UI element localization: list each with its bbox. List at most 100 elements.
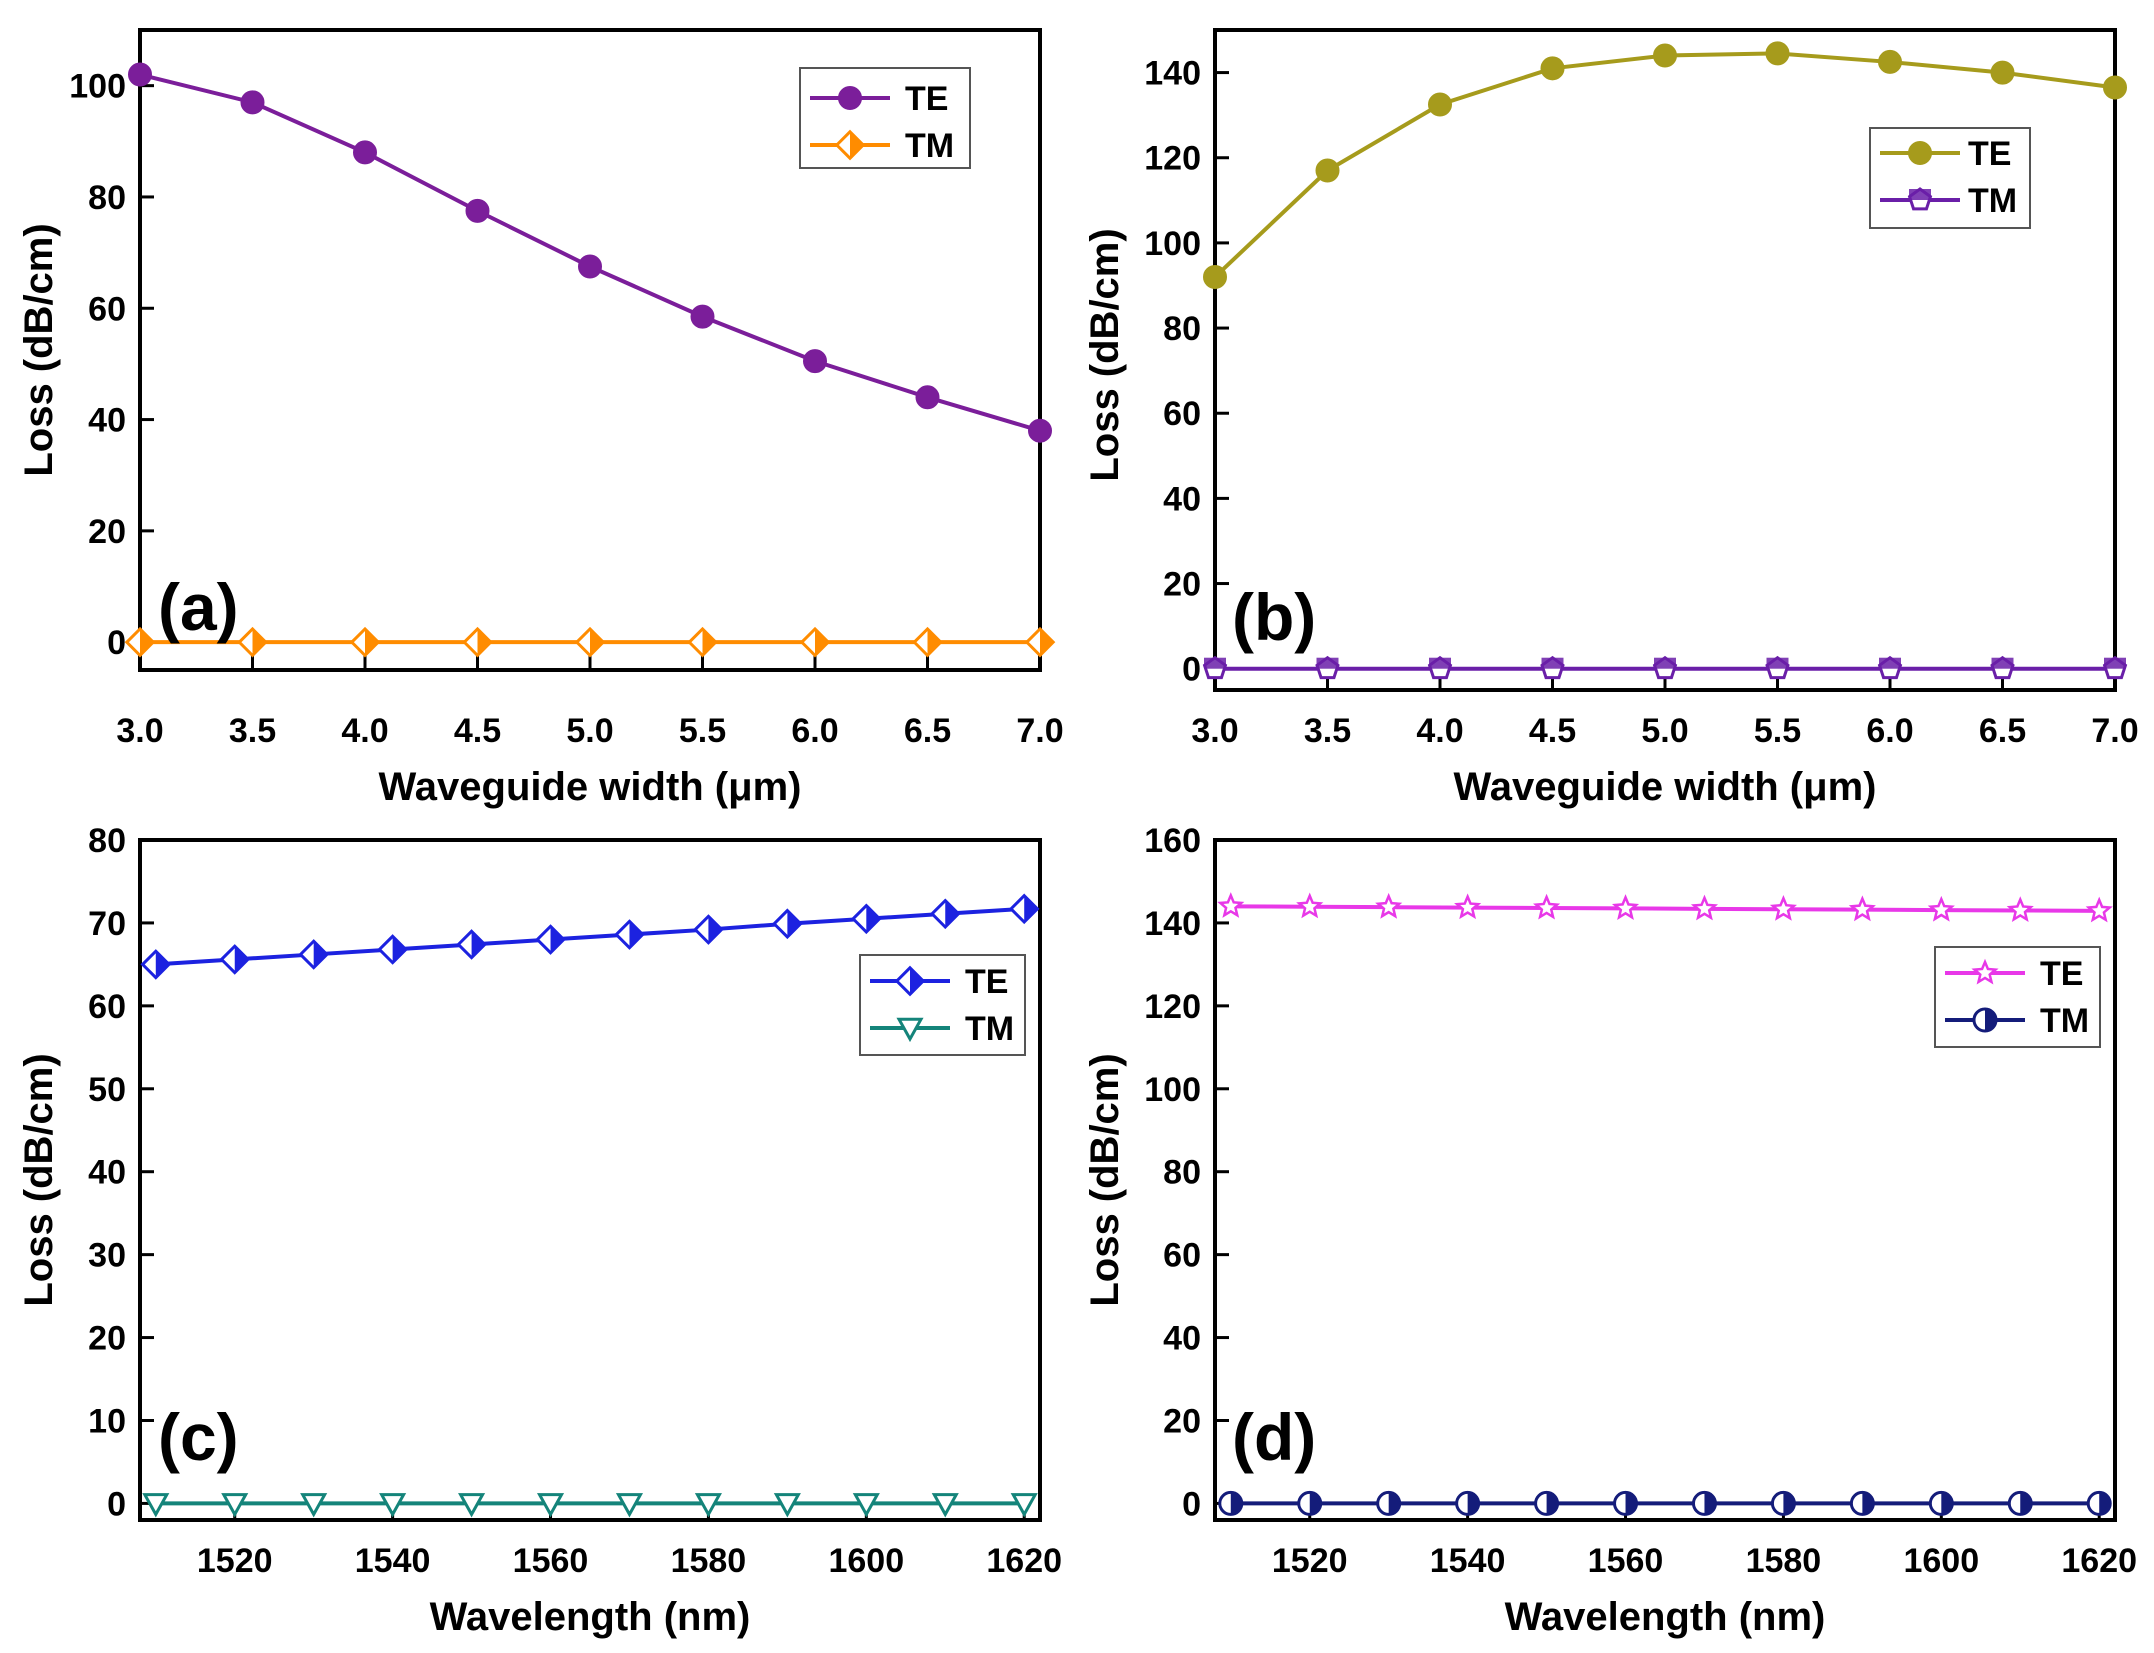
panel-b-y-axis-label: Loss (dB/cm): [1083, 228, 1127, 481]
panel-c-series-te-point: [772, 908, 803, 940]
panel-a-series-te-point: [1028, 418, 1052, 443]
panel-c-series-te-point: [219, 944, 251, 975]
panel-a-legend-te-marker: [838, 86, 862, 110]
panel-d-series-tm-point: [1297, 1490, 1323, 1516]
panel-d-series-tm-point: [1613, 1490, 1639, 1516]
panel-c-ytick-label: 30: [88, 1237, 126, 1275]
panel-d-ytick-label: 100: [1144, 1071, 1201, 1109]
panel-a-ytick-label: 80: [88, 179, 126, 217]
panel-b-ytick-label: 20: [1163, 566, 1201, 604]
panel-c-series-te-point: [614, 919, 645, 950]
panel-b-series-tm-point: [1540, 655, 1565, 680]
panel-c-yticklabels: 0 10 20 30 40 50 60 70 80: [88, 822, 126, 1523]
panel-d-series-tm-point: [1770, 1490, 1796, 1516]
panel-d-series-te-point: [1454, 893, 1482, 920]
panel-a-xticklabels: 3.0 3.5 4.0 4.5 5.0 5.5 6.0 6.5 7.0: [116, 712, 1063, 750]
panel-a-series-tm-point: [349, 626, 381, 658]
panel-c-legend-tm: TM: [965, 1010, 1014, 1048]
panel-b-series-te-point: [1203, 264, 1227, 289]
panel-a-legend-tm: TM: [905, 127, 954, 165]
panel-a-series-te-point: [353, 140, 377, 165]
panel-a-series-tm-point: [574, 626, 606, 658]
panel-a-grid-ticks: [138, 84, 1042, 670]
panel-a-x-axis-label: Waveguide width (μm): [379, 765, 802, 809]
panel-a-xtick-label: 4.5: [454, 712, 501, 750]
panel-c-series-tm-point: [536, 1493, 565, 1518]
panel-d-xticklabels: 1520 1540 1560 1580 1600 1620: [1272, 1542, 2137, 1580]
panel-a-xtick-label: 5.5: [679, 712, 726, 750]
panel-d-series-te-line: [1230, 904, 2100, 913]
panel-b-legend-box: [1869, 127, 2031, 229]
panel-d-series-te-point: [1296, 892, 1324, 919]
panel-d-grid-ticks: [1215, 838, 2101, 1520]
panel-c-legend-te: TE: [965, 963, 1008, 1001]
panel-a-xtick-label: 7.0: [1016, 712, 1063, 750]
panel-c-xticklabels: 1520 1540 1560 1580 1600 1620: [197, 1542, 1062, 1580]
panel-d-ytick-label: 80: [1163, 1154, 1201, 1192]
panel-d-legend-te-marker: [1971, 958, 1999, 985]
panel-b-legend-te: TE: [1968, 135, 2011, 173]
panel-c-series-tm-point: [852, 1493, 880, 1518]
panel-d-series-te-point: [1533, 893, 1561, 920]
panel-b-legend-tm: TM: [1968, 182, 2017, 220]
panel-a-xtick-label: 3.0: [116, 712, 163, 750]
panel-c-ytick-label: 50: [88, 1071, 126, 1109]
panel-d-series-tm-point: [1691, 1490, 1717, 1516]
panel-c-legend-te-marker: [894, 965, 926, 997]
panel-d-series-tm-point: [1534, 1490, 1560, 1516]
panel-b-series-tm-point: [2102, 655, 2128, 680]
panel-a-yticklabels: 0 20 40 60 80 100: [69, 68, 126, 663]
panel-c-series-te-point: [693, 914, 724, 945]
panel-d-plot-frame: [1213, 838, 2117, 1522]
panel-a-series-te-point: [578, 254, 602, 279]
panel-c: 1520 1540 1560 1580 1600 1620 0 10 20 30 40 5…: [17, 822, 1062, 1639]
panel-b-ytick-label: 60: [1163, 395, 1201, 433]
panel-c-xtick-label: 1540: [355, 1542, 431, 1580]
panel-b-xticklabels: 3.0 3.5 4.0 4.5 5.0 5.5 6.0 6.5 7.0: [1191, 712, 2138, 750]
panel-b-series-te-point: [1990, 60, 2015, 85]
panel-a-xtick-label: 4.0: [341, 712, 388, 750]
panel-d-series-te-point: [1690, 894, 1719, 921]
panel-c-series-te-point: [377, 934, 408, 965]
panel-a-series-te-point: [465, 198, 490, 223]
panel-d-xtick-label: 1560: [1588, 1542, 1664, 1580]
panel-a-y-axis-label: Loss (dB/cm): [17, 223, 61, 476]
panel-d-legend-box: [1934, 946, 2101, 1048]
panel-b-series-te-point: [1428, 92, 1452, 117]
panel-a: 3.0 3.5 4.0 4.5 5.0 5.5 6.0 6.5 7.0 0 20 4…: [17, 28, 1064, 809]
panel-d-series-te-point: [1217, 892, 1245, 918]
panel-c-series-te-point: [929, 898, 961, 930]
panel-b-series-tm-point: [1990, 655, 2015, 680]
panel-d-series-tm-point: [2086, 1490, 2112, 1516]
panel-b-legend-tm-marker: [1907, 187, 1933, 211]
panel-c-series-te-point: [1008, 893, 1040, 925]
panel-c-legend-tm-marker: [896, 1017, 924, 1043]
panel-b-ytick-label: 40: [1163, 480, 1201, 518]
panel-d-series: [1217, 892, 2113, 1516]
panel-a-legend-te: TE: [905, 80, 948, 118]
panel-b-ytick-label: 100: [1144, 225, 1201, 263]
panel-c-y-axis-label: Loss (dB/cm): [17, 1053, 61, 1306]
panel-a-plot-frame: [138, 28, 1042, 672]
panel-d-xtick-label: 1580: [1746, 1542, 1822, 1580]
panel-d-xtick-label: 1600: [1903, 1542, 1979, 1580]
panel-b-series-tm-point: [1427, 655, 1453, 680]
panel-c-ytick-label: 70: [88, 905, 126, 943]
panel-d-ytick-label: 160: [1144, 822, 1201, 860]
panel-a-legend-box: [799, 67, 971, 169]
panel-c-series-tm-point: [379, 1493, 407, 1518]
panel-a-series: [124, 62, 1056, 658]
panel-d-series-te-point: [1927, 895, 1955, 922]
panel-a-ytick-label: 20: [88, 513, 126, 551]
panel-b-ytick-label: 80: [1163, 310, 1201, 348]
panel-b: 3.0 3.5 4.0 4.5 5.0 5.5 6.0 6.5 7.0 0 20 4…: [1083, 28, 2139, 809]
panel-d-legend-swatches: [1945, 958, 2025, 1033]
panel-d-series-te-point: [2085, 896, 2113, 923]
panel-d-yticklabels: 0 20 40 60 80 100 120 140 160: [1144, 822, 1201, 1523]
panel-d-ytick-label: 120: [1144, 988, 1201, 1026]
panel-a-ytick-label: 40: [88, 402, 126, 440]
panel-c-legend: TE TM: [859, 954, 1026, 1056]
panel-b-xtick-label: 6.5: [1979, 712, 2026, 750]
panel-a-ytick-label: 0: [107, 624, 126, 662]
